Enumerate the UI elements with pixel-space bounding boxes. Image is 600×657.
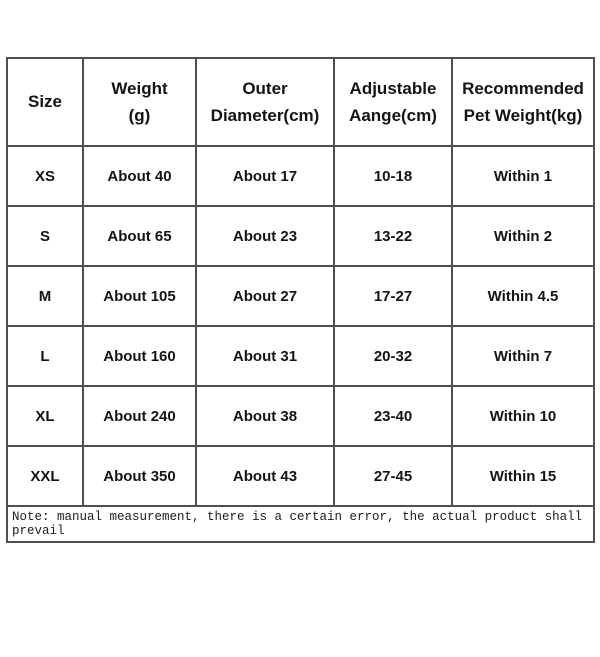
cell-outer-diameter: About 17 [195, 145, 335, 207]
table-row-xxl: XXL About 350 About 43 27-45 Within 15 [6, 445, 595, 507]
cell-outer-diameter: About 43 [195, 445, 335, 507]
cell-adjustable-range: 23-40 [333, 385, 453, 447]
cell-size: L [6, 325, 84, 387]
cell-adjustable-range: 17-27 [333, 265, 453, 327]
size-chart-table: Size Weight (g) Outer Diameter(cm) Adjus… [6, 57, 595, 543]
column-header-recommended-pet-weight: Recommended Pet Weight(kg) [451, 57, 595, 147]
cell-recommended-pet-weight: Within 10 [451, 385, 595, 447]
cell-outer-diameter: About 31 [195, 325, 335, 387]
cell-recommended-pet-weight: Within 1 [451, 145, 595, 207]
cell-adjustable-range: 27-45 [333, 445, 453, 507]
cell-weight: About 350 [82, 445, 197, 507]
cell-adjustable-range: 20-32 [333, 325, 453, 387]
table-row-xl: XL About 240 About 38 23-40 Within 10 [6, 385, 595, 447]
cell-recommended-pet-weight: Within 4.5 [451, 265, 595, 327]
cell-weight: About 240 [82, 385, 197, 447]
column-header-adjustable-range: Adjustable Aange(cm) [333, 57, 453, 147]
column-header-size: Size [6, 57, 84, 147]
cell-adjustable-range: 13-22 [333, 205, 453, 267]
cell-outer-diameter: About 27 [195, 265, 335, 327]
table-row-m: M About 105 About 27 17-27 Within 4.5 [6, 265, 595, 327]
column-header-outer-diameter: Outer Diameter(cm) [195, 57, 335, 147]
cell-size: XS [6, 145, 84, 207]
measurement-note: Note: manual measurement, there is a cer… [6, 505, 595, 543]
cell-size: S [6, 205, 84, 267]
cell-weight: About 65 [82, 205, 197, 267]
table-row-l: L About 160 About 31 20-32 Within 7 [6, 325, 595, 387]
cell-size: M [6, 265, 84, 327]
cell-recommended-pet-weight: Within 15 [451, 445, 595, 507]
column-header-weight: Weight (g) [82, 57, 197, 147]
cell-recommended-pet-weight: Within 7 [451, 325, 595, 387]
table-row-s: S About 65 About 23 13-22 Within 2 [6, 205, 595, 267]
cell-outer-diameter: About 38 [195, 385, 335, 447]
cell-weight: About 105 [82, 265, 197, 327]
cell-recommended-pet-weight: Within 2 [451, 205, 595, 267]
cell-size: XXL [6, 445, 84, 507]
cell-outer-diameter: About 23 [195, 205, 335, 267]
cell-adjustable-range: 10-18 [333, 145, 453, 207]
cell-weight: About 40 [82, 145, 197, 207]
cell-weight: About 160 [82, 325, 197, 387]
header-row: Size Weight (g) Outer Diameter(cm) Adjus… [6, 57, 595, 147]
table-row-xs: XS About 40 About 17 10-18 Within 1 [6, 145, 595, 207]
cell-size: XL [6, 385, 84, 447]
note-row: Note: manual measurement, there is a cer… [6, 505, 595, 543]
